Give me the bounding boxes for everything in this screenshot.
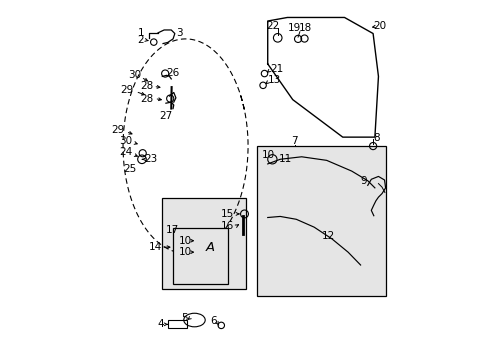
- Text: 20: 20: [372, 21, 386, 31]
- Text: 10: 10: [178, 236, 191, 246]
- Text: 29: 29: [120, 85, 133, 95]
- Text: 4: 4: [157, 319, 163, 329]
- Text: A: A: [205, 240, 215, 254]
- Bar: [167, 320, 187, 328]
- Text: 24: 24: [119, 147, 132, 157]
- Text: 14: 14: [149, 242, 162, 252]
- Text: 2: 2: [137, 35, 144, 45]
- Text: 16: 16: [220, 221, 233, 231]
- Text: 30: 30: [128, 70, 141, 80]
- Text: 6: 6: [210, 316, 217, 326]
- Text: 5: 5: [181, 312, 188, 323]
- Text: 10: 10: [262, 150, 275, 160]
- Text: 26: 26: [166, 68, 179, 78]
- Text: 7: 7: [290, 136, 297, 147]
- Text: 25: 25: [123, 164, 137, 174]
- Text: 21: 21: [269, 64, 283, 73]
- Text: 10: 10: [178, 247, 191, 257]
- Bar: [162, 198, 246, 289]
- Text: 9: 9: [360, 176, 366, 186]
- Text: 18: 18: [298, 23, 311, 33]
- Text: 19: 19: [287, 23, 301, 33]
- Text: 28: 28: [141, 94, 154, 104]
- Text: 13: 13: [268, 75, 281, 85]
- Text: 22: 22: [266, 21, 279, 31]
- Text: 3: 3: [176, 28, 183, 38]
- Text: 11: 11: [278, 154, 292, 163]
- Text: 1: 1: [137, 28, 144, 38]
- Text: 8: 8: [373, 133, 379, 143]
- Text: 28: 28: [141, 81, 154, 91]
- Text: 23: 23: [144, 154, 157, 164]
- Bar: [173, 228, 228, 284]
- Text: 17: 17: [165, 225, 179, 235]
- Text: 27: 27: [159, 111, 172, 121]
- Text: 29: 29: [111, 125, 124, 135]
- Text: 12: 12: [321, 231, 334, 242]
- Text: 15: 15: [220, 209, 233, 219]
- Bar: [257, 146, 385, 296]
- Text: 30: 30: [119, 136, 132, 146]
